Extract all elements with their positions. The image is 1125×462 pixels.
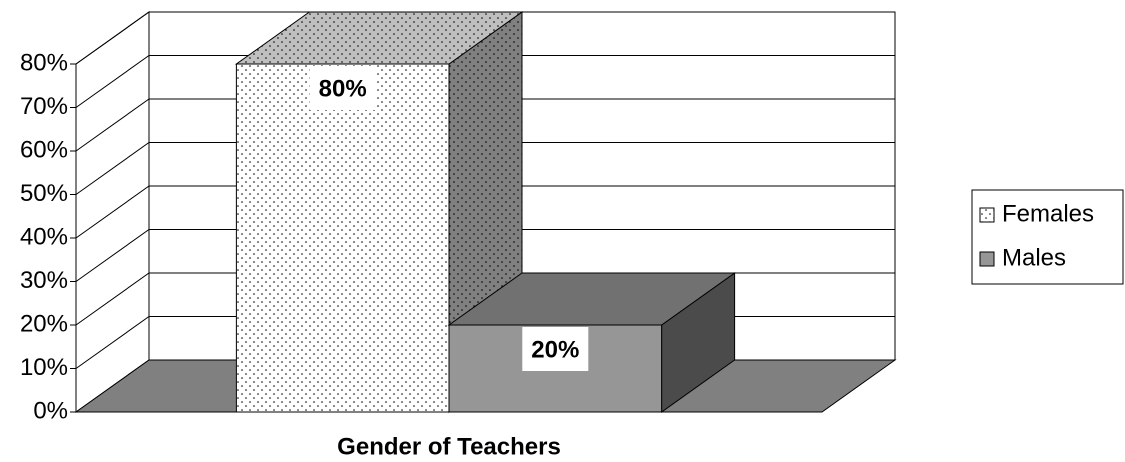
value-label: 20% — [531, 336, 579, 363]
value-label-bg — [522, 327, 589, 371]
value-label-bg — [309, 66, 376, 110]
y-tick-label: 10% — [20, 354, 68, 381]
y-tick-label: 0% — [33, 397, 68, 424]
y-tick-label: 30% — [20, 267, 68, 294]
grid-line — [75, 98, 895, 152]
legend-label: Females — [1002, 200, 1094, 227]
value-label: 80% — [319, 75, 367, 102]
bar-top-pattern — [236, 12, 522, 64]
legend-swatch — [979, 251, 995, 267]
grid-line — [75, 11, 895, 65]
y-tick-label: 70% — [20, 93, 68, 120]
bar-pattern — [236, 64, 449, 412]
legend-label: Males — [1002, 244, 1066, 271]
y-tick-label: 60% — [20, 136, 68, 163]
y-tick-label: 50% — [20, 180, 68, 207]
grid-line — [75, 229, 895, 282]
y-tick-label: 80% — [20, 49, 68, 76]
grid-line — [75, 142, 895, 195]
x-axis-label: Gender of Teachers — [337, 433, 561, 460]
grid-line — [75, 55, 895, 108]
y-tick-label: 20% — [20, 310, 68, 337]
grid-line — [75, 185, 895, 239]
legend-box — [971, 189, 1124, 285]
legend-swatch-pattern — [980, 208, 994, 222]
y-tick-label: 40% — [20, 223, 68, 250]
